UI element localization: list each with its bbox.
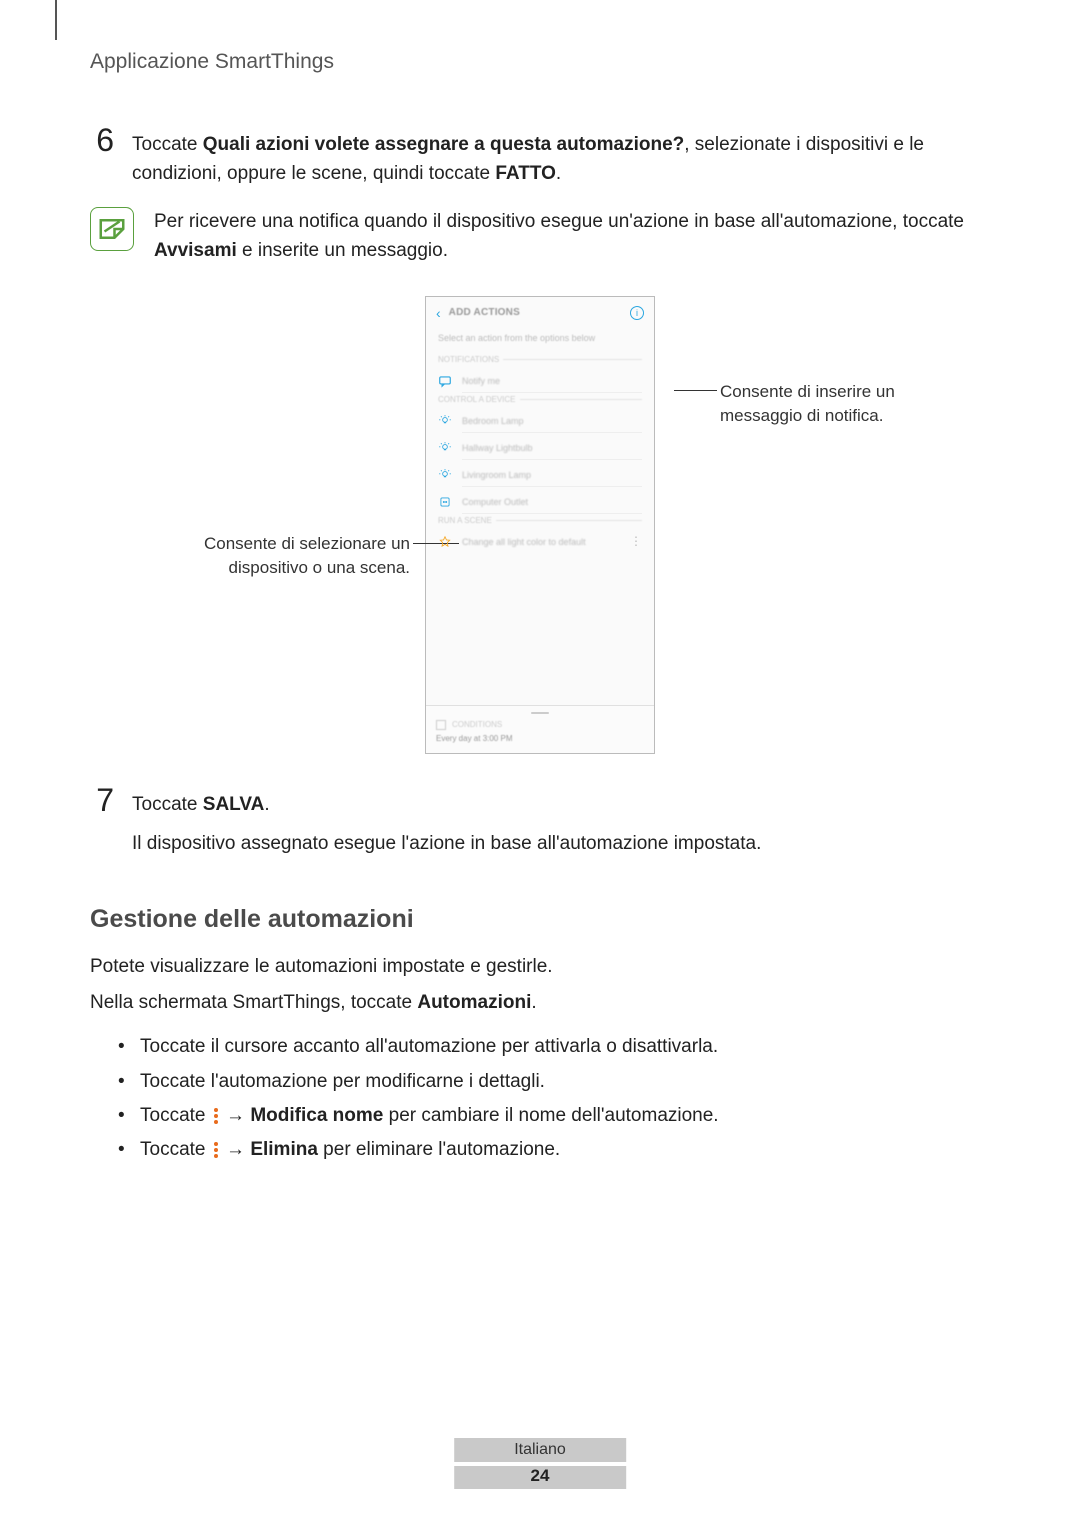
device-label: Hallway Lightbulb xyxy=(462,443,642,453)
menu-dots-icon xyxy=(214,1108,218,1124)
spacer xyxy=(426,557,654,705)
bold-text: Quali azioni volete assegnare a questa a… xyxy=(203,134,684,155)
text: e inserite un messaggio. xyxy=(237,240,448,261)
drag-handle xyxy=(531,712,549,714)
section-label-notifications: NOTIFICATIONS xyxy=(426,353,654,366)
text: Il dispositivo assegnato esegue l'azione… xyxy=(132,833,761,854)
divider xyxy=(496,520,642,521)
text: Toccate xyxy=(140,1105,211,1126)
back-icon: ‹ xyxy=(436,305,441,321)
star-icon xyxy=(438,535,452,549)
bulb-icon xyxy=(438,414,452,428)
right-caption: Consente di inserire un messaggio di not… xyxy=(720,380,970,429)
device-label: Computer Outlet xyxy=(462,497,642,507)
paragraph: Nella schermata SmartThings, toccate Aut… xyxy=(90,988,990,1018)
info-icon: i xyxy=(630,306,644,320)
scene-label: Change all light color to default xyxy=(462,537,620,547)
text: per cambiare il nome dell'automazione. xyxy=(383,1105,718,1126)
text: . xyxy=(264,794,269,815)
spacer xyxy=(132,819,761,829)
bold-text: Avvisami xyxy=(154,240,237,261)
list-item: Toccate il cursore accanto all'automazio… xyxy=(118,1030,990,1064)
phone-subtitle: Select an action from the options below xyxy=(426,329,654,353)
text: Toccate xyxy=(132,794,203,815)
step-7: 7 Toccate SALVA. Il dispositivo assegnat… xyxy=(90,784,990,859)
leader-line-right xyxy=(674,390,717,391)
page-footer: Italiano 24 xyxy=(454,1438,626,1489)
note-block: Per ricevere una notifica quando il disp… xyxy=(90,207,990,266)
text: . xyxy=(531,992,536,1013)
text: Toccate il cursore accanto all'automazio… xyxy=(140,1036,718,1057)
text: per eliminare l'automazione. xyxy=(318,1139,560,1160)
list-item: Toccate l'automazione per modificarne i … xyxy=(118,1065,990,1099)
text: . xyxy=(556,163,561,184)
notify-label: Notify me xyxy=(462,376,642,386)
outlet-icon xyxy=(438,495,452,509)
condition-row: CONDITIONS xyxy=(436,720,644,730)
phone-header-title: ADD ACTIONS xyxy=(449,307,622,318)
chapter-title: Applicazione SmartThings xyxy=(90,50,990,74)
note-icon xyxy=(90,207,134,251)
divider xyxy=(520,399,643,400)
step-body: Toccate SALVA. Il dispositivo assegnato … xyxy=(132,784,761,859)
label-text: NOTIFICATIONS xyxy=(438,355,499,364)
scene-row: Change all light color to default ⋮ xyxy=(426,527,654,557)
section-heading: Gestione delle automazioni xyxy=(90,905,990,934)
phone-mockup: ‹ ADD ACTIONS i Select an action from th… xyxy=(425,296,655,754)
step-6: 6 Toccate Quali azioni volete assegnare … xyxy=(90,124,990,189)
text: Toccate xyxy=(140,1139,211,1160)
arrow: → xyxy=(221,1139,251,1160)
left-caption: Consente di selezionare un dispositivo o… xyxy=(165,532,410,581)
text: Nella schermata SmartThings, toccate xyxy=(90,992,417,1013)
bulb-icon xyxy=(438,441,452,455)
divider xyxy=(503,359,642,360)
section-label-scene: RUN A SCENE xyxy=(426,514,654,527)
more-icon: ⋮ xyxy=(630,540,642,544)
menu-dots-icon xyxy=(214,1142,218,1158)
section-label-control: CONTROL A DEVICE xyxy=(426,393,654,406)
footer-page-number: 24 xyxy=(454,1466,626,1489)
document-page: Applicazione SmartThings 6 Toccate Quali… xyxy=(0,0,1080,1527)
note-text: Per ricevere una notifica quando il disp… xyxy=(154,207,990,266)
bold-text: FATTO xyxy=(495,163,556,184)
text: Toccate xyxy=(132,134,203,155)
label-text: CONTROL A DEVICE xyxy=(438,395,516,404)
label-text: RUN A SCENE xyxy=(438,516,492,525)
figure-container: Consente di selezionare un dispositivo o… xyxy=(90,296,990,754)
text: Per ricevere una notifica quando il disp… xyxy=(154,211,964,232)
step-number: 6 xyxy=(90,124,114,189)
checkbox-icon xyxy=(436,720,446,730)
step-body: Toccate Quali azioni volete assegnare a … xyxy=(132,124,990,189)
bold-text: Elimina xyxy=(250,1139,318,1160)
device-label: Bedroom Lamp xyxy=(462,416,642,426)
page-side-border xyxy=(55,0,57,40)
paragraph: Potete visualizzare le automazioni impos… xyxy=(90,952,990,982)
text: Toccate l'automazione per modificarne i … xyxy=(140,1071,545,1092)
step-number: 7 xyxy=(90,784,114,859)
device-label: Livingroom Lamp xyxy=(462,470,642,480)
bold-text: SALVA xyxy=(203,794,265,815)
bulb-icon xyxy=(438,468,452,482)
phone-bottom-sheet: CONDITIONS Every day at 3:00 PM xyxy=(426,705,654,753)
bold-text: Modifica nome xyxy=(250,1105,383,1126)
condition-subtitle: Every day at 3:00 PM xyxy=(436,734,644,743)
list-item: Toccate → Modifica nome per cambiare il … xyxy=(118,1099,990,1133)
list-item: Toccate → Elimina per eliminare l'automa… xyxy=(118,1133,990,1167)
bold-text: Automazioni xyxy=(417,992,531,1013)
condition-label: CONDITIONS xyxy=(452,720,502,729)
phone-header: ‹ ADD ACTIONS i xyxy=(426,297,654,329)
chat-icon xyxy=(438,374,452,388)
arrow: → xyxy=(221,1105,251,1126)
footer-language: Italiano xyxy=(454,1438,626,1462)
bullet-list: Toccate il cursore accanto all'automazio… xyxy=(118,1030,990,1167)
